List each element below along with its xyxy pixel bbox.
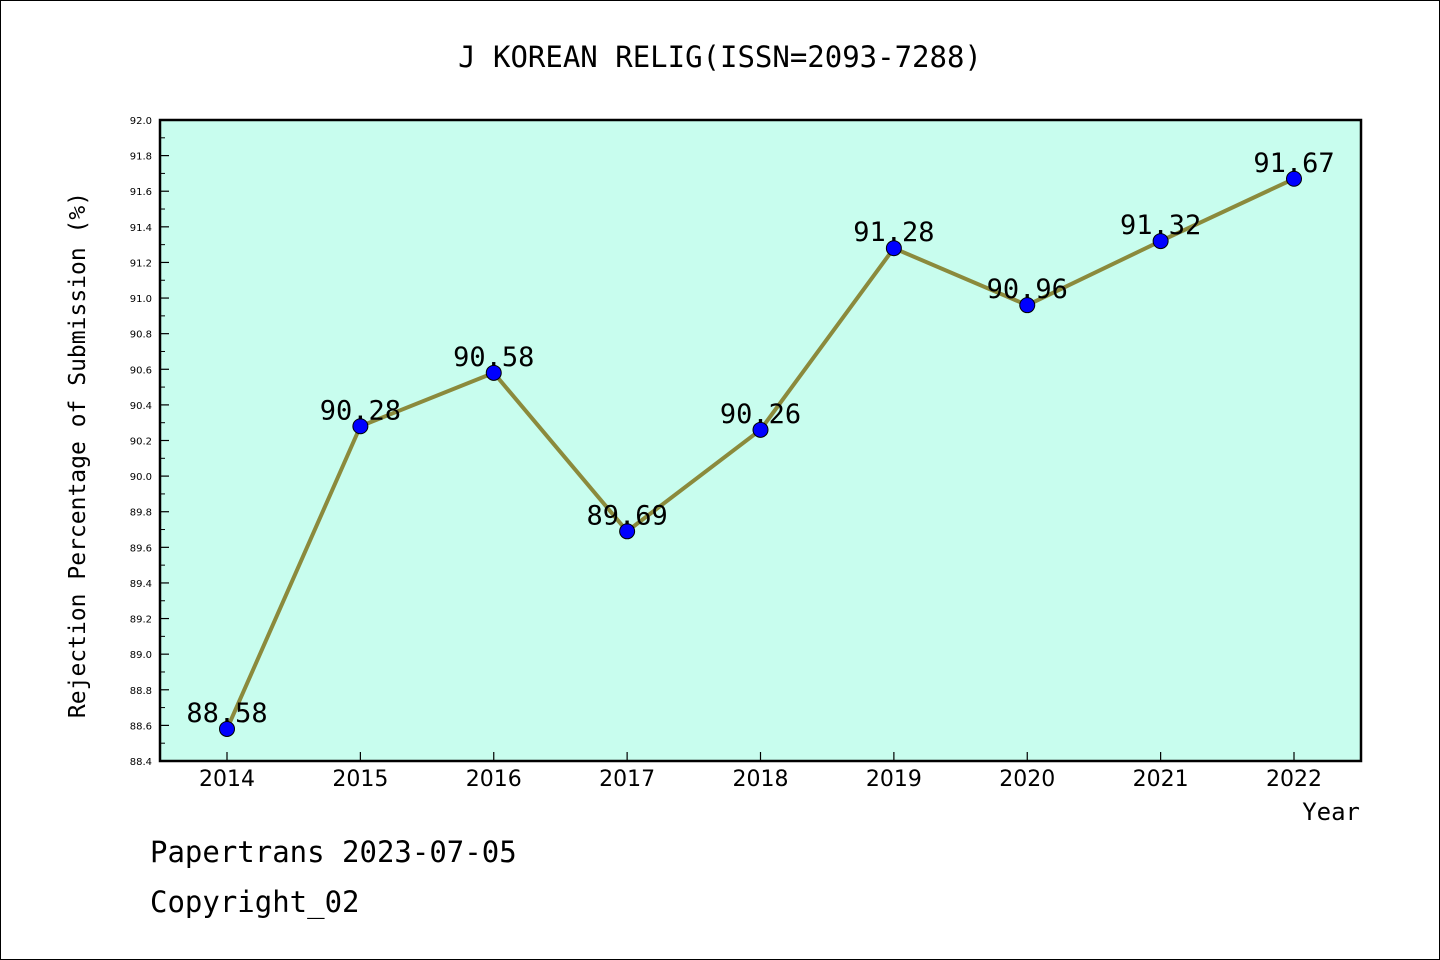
data-point	[885, 240, 902, 257]
y-tick-label: 90.8	[130, 330, 152, 341]
data-label: 90.58	[453, 342, 534, 373]
x-tick-label: 2020	[999, 767, 1055, 792]
data-label-group: 88.58 90.28 90.58 89.69 90.26 91.28 90.96 91.32…	[186, 148, 1334, 729]
y-tick-label: 91.2	[130, 258, 152, 269]
plot-area	[160, 120, 1361, 761]
y-tick-label: 89.6	[130, 543, 152, 554]
footer-date-text: Papertrans 2023-07-05	[150, 835, 517, 869]
chart-title: J KOREAN RELIG(ISSN=2093-7288)	[458, 40, 982, 74]
data-point	[1019, 297, 1036, 314]
data-point	[485, 364, 502, 381]
y-tick-label: 91.4	[130, 223, 152, 234]
y-tick-label: 89.4	[130, 579, 152, 590]
x-tick-label: 2018	[733, 767, 789, 792]
x-tick-label: 2022	[1266, 767, 1322, 792]
data-point	[1152, 233, 1169, 250]
data-label: 90.96	[987, 274, 1068, 305]
y-tick-label: 91.0	[130, 294, 152, 305]
data-label: 91.67	[1253, 148, 1334, 179]
y-tick-label: 88.8	[130, 686, 152, 697]
x-axis-label: Year	[1302, 798, 1360, 826]
y-tick-label: 88.6	[130, 721, 152, 732]
y-tick-label: 89.2	[130, 615, 152, 626]
x-tick-label: 2017	[599, 767, 655, 792]
data-point	[352, 418, 369, 435]
data-label: 90.28	[320, 395, 401, 426]
y-tick-label: 92.0	[130, 116, 152, 127]
y-tick-label: 91.6	[130, 187, 152, 198]
x-axis: 2014 2015 2016 2017 2018 2019 2020 2021 2022	[199, 752, 1322, 792]
x-tick-label: 2019	[866, 767, 922, 792]
x-tick-label: 2014	[199, 767, 255, 792]
data-label: 91.32	[1120, 210, 1201, 241]
data-point	[219, 720, 235, 737]
data-label: 90.26	[720, 399, 801, 430]
y-tick-label: 90.4	[130, 401, 152, 412]
data-point	[752, 421, 769, 438]
data-label: 88.58	[186, 698, 267, 729]
data-point	[1286, 170, 1302, 187]
y-tick-label: 90.6	[130, 365, 152, 376]
y-tick-label: 89.8	[130, 508, 152, 519]
x-tick-label: 2021	[1133, 767, 1189, 792]
data-label: 89.69	[586, 500, 667, 531]
x-tick-label: 2015	[332, 767, 388, 792]
series-line-group	[219, 170, 1302, 737]
y-tick-label: 91.8	[130, 152, 152, 163]
y-tick-label: 90.2	[130, 437, 152, 448]
y-tick-label: 89.0	[130, 650, 152, 661]
data-label: 91.28	[853, 217, 934, 248]
x-tick-label: 2016	[466, 767, 522, 792]
y-tick-label: 90.0	[130, 472, 152, 483]
footer-copyright-text: Copyright_02	[150, 885, 360, 919]
plot-border	[158, 118, 1363, 763]
y-tick-label: 88.4	[130, 757, 152, 768]
y-axis-label: Rejection Percentage of Submission (%)	[65, 192, 91, 718]
data-point	[619, 523, 636, 540]
